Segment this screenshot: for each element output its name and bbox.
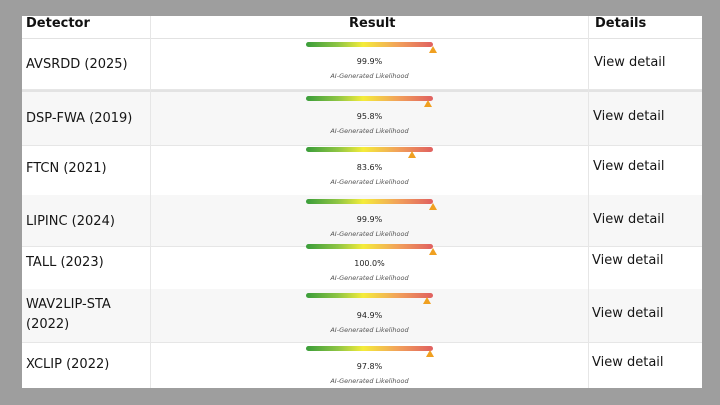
likelihood-bar xyxy=(306,147,433,152)
likelihood-caption: AI-Generated Likelihood xyxy=(330,377,409,385)
detector-name: LIPINC (2024) xyxy=(26,214,115,229)
likelihood-caption: AI-Generated Likelihood xyxy=(330,274,409,282)
likelihood-percent: 97.8% xyxy=(356,362,383,371)
likelihood-caption: AI-Generated Likelihood xyxy=(330,326,409,334)
table-row: LIPINC (2024) 99.9% AI-Generated Likelihoo… xyxy=(22,195,702,247)
triangle-marker-icon xyxy=(408,151,417,158)
detector-name: TALL (2023) xyxy=(26,255,104,270)
likelihood-caption: AI-Generated Likelihood xyxy=(330,72,409,80)
table-row: FTCN (2021) 83.6% AI-Generated Likelihood V… xyxy=(22,143,702,196)
triangle-marker-icon xyxy=(429,248,437,255)
view-detail-link[interactable]: View detail xyxy=(593,109,665,124)
result-column-header: Result xyxy=(349,16,396,31)
likelihood-percent: 94.9% xyxy=(356,311,383,320)
likelihood-bar xyxy=(306,293,433,298)
detector-name: XCLIP (2022) xyxy=(26,357,110,372)
likelihood-percent: 100.0% xyxy=(354,259,385,268)
likelihood-percent: 83.6% xyxy=(356,163,383,172)
column-divider xyxy=(150,16,151,388)
likelihood-percent: 99.9% xyxy=(356,57,383,66)
likelihood-bar xyxy=(306,346,433,351)
detector-name: DSP-FWA (2019) xyxy=(26,111,133,126)
column-divider xyxy=(588,16,589,388)
likelihood-caption: AI-Generated Likelihood xyxy=(330,230,409,238)
triangle-marker-icon xyxy=(422,297,431,304)
likelihood-caption: AI-Generated Likelihood xyxy=(330,127,409,135)
detector-name: WAV2LIP-STA (2022) xyxy=(26,297,111,332)
table-row: WAV2LIP-STA (2022) 94.9% AI-Generated Like… xyxy=(22,289,702,343)
table-row: TALL (2023) 100.0% AI-Generated Likelihood… xyxy=(22,244,702,290)
detector-name: AVSRDD (2025) xyxy=(26,57,128,72)
likelihood-bar xyxy=(306,199,433,204)
view-detail-link[interactable]: View detail xyxy=(592,355,664,370)
table-row: XCLIP (2022) 97.8% AI-Generated Likelihood… xyxy=(22,342,702,388)
view-detail-link[interactable]: View detail xyxy=(594,55,666,70)
triangle-marker-icon xyxy=(423,100,432,107)
table-row: DSP-FWA (2019) 95.8% AI-Generated Likeliho… xyxy=(22,90,702,146)
view-detail-link[interactable]: View detail xyxy=(593,159,665,174)
results-table: Detector Result Details AVSRDD (2025) 99.… xyxy=(22,16,702,388)
likelihood-caption: AI-Generated Likelihood xyxy=(330,178,409,186)
likelihood-percent: 99.9% xyxy=(356,215,383,224)
detector-column-header: Detector xyxy=(26,16,90,31)
details-column-header: Details xyxy=(595,16,647,31)
view-detail-link[interactable]: View detail xyxy=(592,306,664,321)
likelihood-bar xyxy=(306,42,433,47)
table-row: AVSRDD (2025) 99.9% AI-Generated Likelihoo… xyxy=(22,38,702,90)
likelihood-bar xyxy=(306,96,433,101)
triangle-marker-icon xyxy=(428,203,437,210)
triangle-marker-icon xyxy=(428,46,437,53)
triangle-marker-icon xyxy=(426,350,435,357)
view-detail-link[interactable]: View detail xyxy=(593,212,665,227)
likelihood-percent: 95.8% xyxy=(356,112,383,121)
view-detail-link[interactable]: View detail xyxy=(592,253,664,268)
table-header: Detector Result Details xyxy=(22,16,702,39)
likelihood-bar xyxy=(306,244,433,249)
detector-name: FTCN (2021) xyxy=(26,161,107,176)
